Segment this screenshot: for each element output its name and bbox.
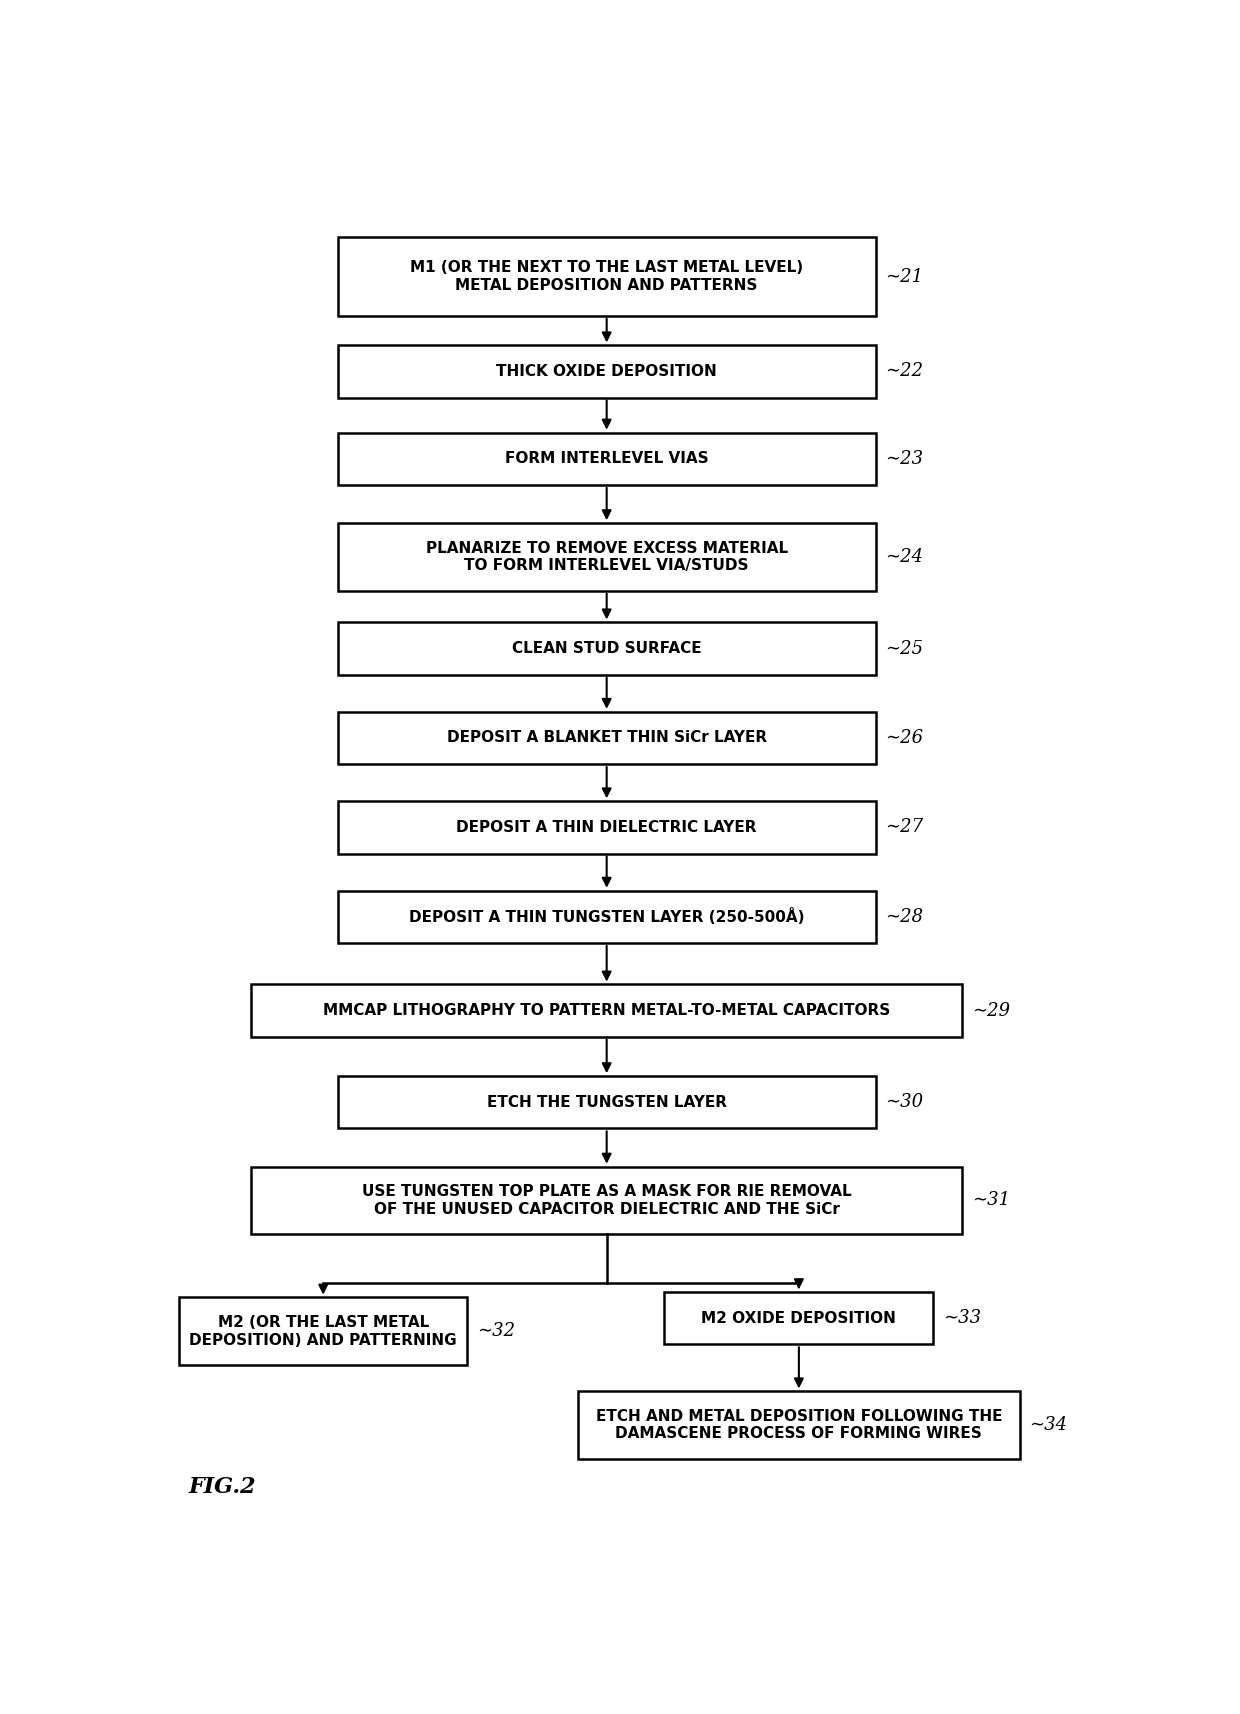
FancyBboxPatch shape (337, 711, 875, 764)
Text: ∼25: ∼25 (885, 639, 924, 658)
FancyBboxPatch shape (337, 523, 875, 591)
Text: USE TUNGSTEN TOP PLATE AS A MASK FOR RIE REMOVAL
OF THE UNUSED CAPACITOR DIELECT: USE TUNGSTEN TOP PLATE AS A MASK FOR RIE… (362, 1184, 852, 1217)
FancyBboxPatch shape (250, 984, 962, 1037)
Text: M2 OXIDE DEPOSITION: M2 OXIDE DEPOSITION (702, 1311, 897, 1325)
FancyBboxPatch shape (337, 237, 875, 315)
Text: M2 (OR THE LAST METAL
DEPOSITION) AND PATTERNING: M2 (OR THE LAST METAL DEPOSITION) AND PA… (190, 1315, 458, 1347)
Text: DEPOSIT A THIN TUNGSTEN LAYER (250-500Å): DEPOSIT A THIN TUNGSTEN LAYER (250-500Å) (409, 908, 805, 926)
Text: DEPOSIT A BLANKET THIN SiCr LAYER: DEPOSIT A BLANKET THIN SiCr LAYER (446, 730, 766, 746)
Text: FIG.2: FIG.2 (188, 1476, 257, 1498)
Text: ETCH THE TUNGSTEN LAYER: ETCH THE TUNGSTEN LAYER (486, 1095, 727, 1109)
FancyBboxPatch shape (337, 345, 875, 398)
Text: ∼34: ∼34 (1029, 1416, 1068, 1435)
FancyBboxPatch shape (578, 1392, 1021, 1459)
FancyBboxPatch shape (337, 800, 875, 854)
Text: ∼30: ∼30 (885, 1094, 924, 1111)
FancyBboxPatch shape (665, 1292, 934, 1344)
Text: CLEAN STUD SURFACE: CLEAN STUD SURFACE (512, 641, 702, 656)
Text: ∼24: ∼24 (885, 548, 924, 566)
Text: ∼23: ∼23 (885, 449, 924, 468)
Text: ∼32: ∼32 (477, 1321, 515, 1340)
Text: ∼29: ∼29 (972, 1001, 1009, 1020)
FancyBboxPatch shape (337, 1076, 875, 1128)
Text: ∼31: ∼31 (972, 1191, 1009, 1210)
Text: ∼26: ∼26 (885, 728, 924, 747)
Text: ∼27: ∼27 (885, 818, 924, 836)
Text: DEPOSIT A THIN DIELECTRIC LAYER: DEPOSIT A THIN DIELECTRIC LAYER (456, 819, 756, 835)
Text: ∼21: ∼21 (885, 267, 924, 286)
Text: THICK OXIDE DEPOSITION: THICK OXIDE DEPOSITION (496, 363, 717, 379)
Text: FORM INTERLEVEL VIAS: FORM INTERLEVEL VIAS (505, 451, 708, 466)
Text: ∼28: ∼28 (885, 908, 924, 926)
Text: ETCH AND METAL DEPOSITION FOLLOWING THE
DAMASCENE PROCESS OF FORMING WIRES: ETCH AND METAL DEPOSITION FOLLOWING THE … (595, 1409, 1002, 1441)
FancyBboxPatch shape (179, 1297, 467, 1364)
FancyBboxPatch shape (250, 1167, 962, 1234)
Text: ∼33: ∼33 (944, 1309, 981, 1327)
FancyBboxPatch shape (337, 622, 875, 675)
Text: PLANARIZE TO REMOVE EXCESS MATERIAL
TO FORM INTERLEVEL VIA/STUDS: PLANARIZE TO REMOVE EXCESS MATERIAL TO F… (425, 540, 787, 572)
Text: MMCAP LITHOGRAPHY TO PATTERN METAL-TO-METAL CAPACITORS: MMCAP LITHOGRAPHY TO PATTERN METAL-TO-ME… (324, 1003, 890, 1018)
FancyBboxPatch shape (337, 432, 875, 485)
Text: M1 (OR THE NEXT TO THE LAST METAL LEVEL)
METAL DEPOSITION AND PATTERNS: M1 (OR THE NEXT TO THE LAST METAL LEVEL)… (410, 261, 804, 293)
Text: ∼22: ∼22 (885, 362, 924, 381)
FancyBboxPatch shape (337, 891, 875, 943)
